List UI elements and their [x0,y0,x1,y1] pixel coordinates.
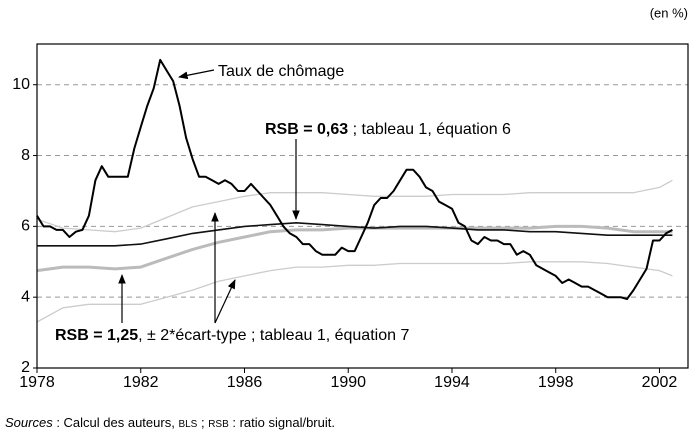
annotation-text: , ± 2*écart-type ; tableau 1, équation 7 [138,327,409,344]
y-tick-label: 6 [21,218,30,235]
source-part: BLS [178,419,197,430]
source-part: RSB [208,419,229,430]
annotation-text: ; tableau 1, équation 6 [348,121,511,138]
arrow [178,69,215,80]
source-part: : ratio signal/bruit. [229,415,335,430]
annotation: RSB = 0,63 ; tableau 1, équation 6 [265,121,511,138]
series-line [36,179,673,233]
annotation: Taux de chômage [218,63,344,80]
unit: (en %) [650,5,688,20]
y-tick-label: 10 [12,76,30,93]
y-tick-label: 2 [21,359,30,376]
x-tick-label: 2002 [642,374,678,391]
annotation-bold: RSB = 1,25 [55,327,138,344]
x-tick-label: 1982 [123,374,159,391]
x-tick-label: 1998 [538,374,574,391]
source-part: ; [197,415,208,430]
y-tick-label: 8 [21,147,30,164]
x-tick-label: 1994 [434,374,470,391]
x-tick-label: 1978 [19,374,55,391]
series-line [36,261,673,323]
series-line [37,222,673,247]
series-line [36,58,673,300]
source-part: Sources [5,415,53,430]
source-part: : Calcul des auteurs, [53,415,179,430]
x-tick-label: 1990 [330,374,366,391]
arrow [214,279,236,324]
source: Sources : Calcul des auteurs, BLS ; RSB … [5,415,335,430]
annotation: RSB = 1,25, ± 2*écart-type ; tableau 1, … [55,327,409,344]
plot-frame [36,43,689,369]
x-tick-label: 1986 [227,374,263,391]
annotation-bold: RSB = 0,63 [265,121,348,138]
y-tick-label: 4 [21,288,30,305]
series-line [36,224,673,273]
